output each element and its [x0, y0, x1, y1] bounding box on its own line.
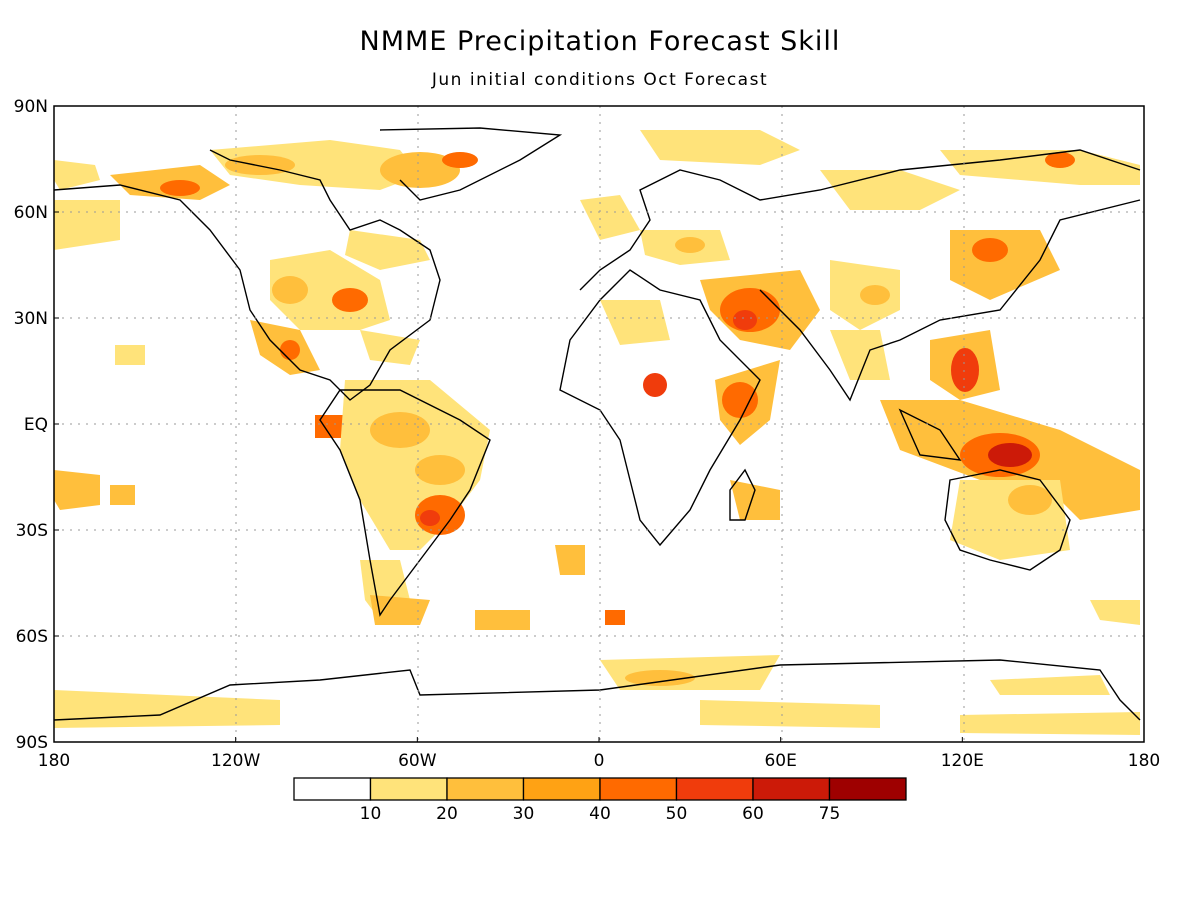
- lat-tick-label: 90S: [16, 733, 48, 753]
- colorbar-swatch: [828, 777, 907, 801]
- lat-tick-label: 30N: [14, 309, 48, 329]
- lon-tick-label: 180: [1128, 751, 1160, 771]
- lon-tick-label: 60W: [398, 751, 437, 771]
- lat-tick-label: 60S: [16, 627, 48, 647]
- colorbar-swatch: [599, 777, 678, 801]
- colorbar-swatch: [522, 777, 601, 801]
- map-subtitle: Jun initial conditions Oct Forecast: [431, 70, 769, 90]
- lat-tick-label: 60N: [14, 203, 48, 223]
- colorbar-label: 20: [436, 804, 458, 824]
- lat-tick-label: 90N: [14, 97, 48, 117]
- colorbar-label: 75: [819, 804, 841, 824]
- colorbar-label: 30: [513, 804, 535, 824]
- lat-tick-label: EQ: [24, 415, 48, 435]
- lon-tick-label: 180: [38, 751, 70, 771]
- coastlines: [53, 127, 1141, 721]
- colorbar-swatch: [293, 777, 372, 801]
- colorbar-label: 50: [666, 804, 688, 824]
- colorbar-swatch: [675, 777, 754, 801]
- lon-tick-label: 120E: [941, 751, 984, 771]
- colorbar-label: 10: [360, 804, 382, 824]
- colorbar-swatch: [752, 777, 831, 801]
- colorbar-label: 60: [742, 804, 764, 824]
- lon-tick-label: 60E: [764, 751, 796, 771]
- lon-tick-label: 0: [594, 751, 605, 771]
- lon-tick-label: 120W: [211, 751, 260, 771]
- gridlines: [54, 106, 1144, 742]
- map-title: NMME Precipitation Forecast Skill: [359, 26, 841, 57]
- colorbar-swatch: [446, 777, 525, 801]
- skill-shading: [54, 130, 1140, 735]
- lat-tick-label: 30S: [16, 521, 48, 541]
- colorbar-label: 40: [589, 804, 611, 824]
- colorbar: 10 20 30 40 50 60 75: [293, 777, 907, 824]
- colorbar-swatch: [369, 777, 448, 801]
